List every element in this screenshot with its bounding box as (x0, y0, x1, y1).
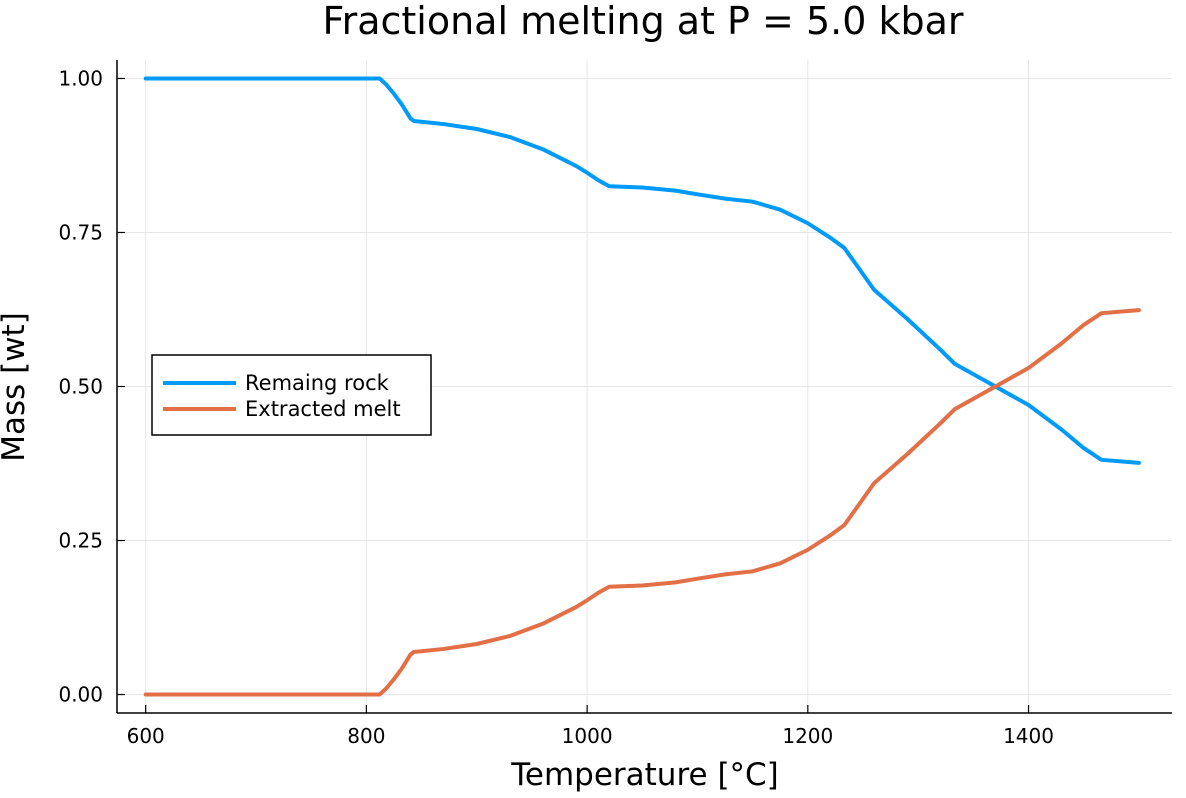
x-tick-label: 600 (127, 724, 165, 748)
x-tick-label: 1400 (1003, 724, 1054, 748)
legend: Remaing rock Extracted melt (151, 354, 432, 436)
y-tick-label: 0.00 (58, 683, 103, 707)
x-axis-title: Temperature [°C] (510, 757, 779, 793)
x-tick-label: 1000 (562, 724, 613, 748)
series-line-remaing-rock (143, 76, 1141, 465)
x-tick-label: 800 (347, 724, 385, 748)
series-line-extracted-melt (143, 308, 1141, 697)
series-group (143, 76, 1141, 697)
y-tick-label: 0.75 (58, 220, 103, 244)
axes (116, 60, 1172, 714)
y-tick-label: 0.25 (58, 529, 103, 553)
y-tick-label: 1.00 (58, 66, 103, 90)
legend-box (151, 354, 432, 436)
chart-title: Fractional melting at P = 5.0 kbar (322, 0, 963, 43)
y-tick-label: 0.50 (58, 375, 103, 399)
legend-label-extracted-melt: Extracted melt (245, 397, 401, 421)
tick-labels: 600 800 1000 1200 1400 0.00 0.25 0.50 0.75 1.00 (58, 66, 1054, 748)
y-axis-title: Mass [wt] (0, 312, 32, 462)
legend-label-remaining-rock: Remaing rock (245, 371, 390, 395)
x-tick-label: 1200 (782, 724, 833, 748)
